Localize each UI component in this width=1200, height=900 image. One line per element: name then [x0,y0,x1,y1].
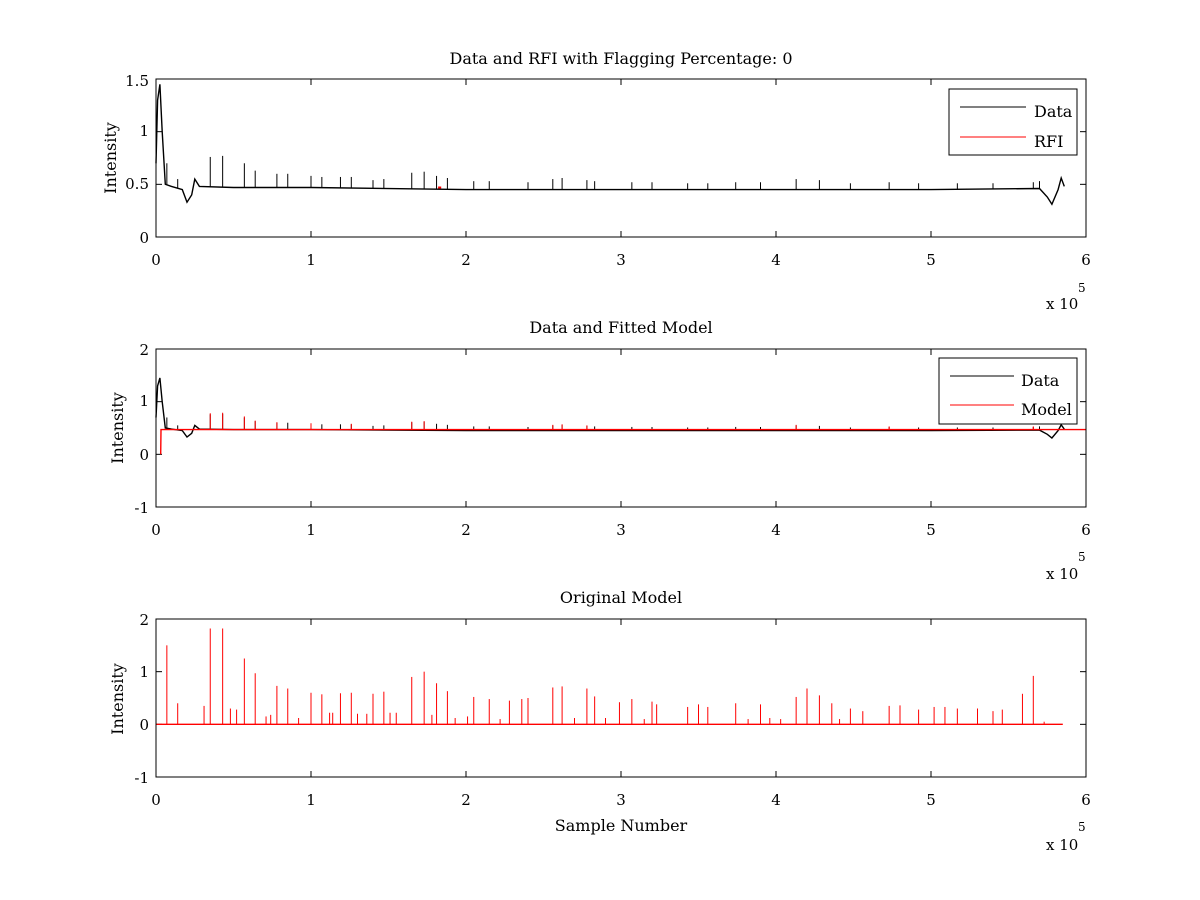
panel-3-xtick-label: 1 [306,791,316,809]
panel-2-xtick-label: 5 [926,521,936,539]
panel-2-ylabel: Intensity [108,392,127,464]
panel-2-ytick-label: 0 [139,446,149,464]
panel-1-legend: Data RFI [948,88,1078,156]
panel-3-xtick-label: 3 [616,791,626,809]
panel-1-exponent-power: 5 [1078,281,1086,295]
panel-3-xtick-label: 4 [771,791,781,809]
panel-3-ytick-label: 0 [139,716,149,734]
panel-3-xtick-label: 5 [926,791,936,809]
panel-1-ylabel: Intensity [101,122,120,194]
panel-3-exponent-power: 5 [1078,820,1086,834]
panel-1-xtick-label: 2 [461,251,471,269]
panel-1-axes-box [155,78,1087,238]
panel-3-title: Original Model [560,588,682,607]
panel-3-xtick-label: 2 [461,791,471,809]
panel-1-ytick-label: 0.5 [125,175,149,193]
panel-1-plot-area [155,84,1065,206]
panel-1-xtick-label: 4 [771,251,781,269]
panel-3-exponent-label: x 10 [1046,836,1078,854]
panel-1-title: Data and RFI with Flagging Percentage: 0 [449,49,792,68]
panel-1-ytick-label: 1 [139,122,149,140]
panel-1-xtick-label: 0 [151,251,161,269]
panel-3-ytick-label: 1 [139,663,149,681]
panel-1-legend-label-rfi: RFI [1034,132,1063,151]
panel-2-title: Data and Fitted Model [529,318,712,337]
panel-1-xtick-label: 3 [616,251,626,269]
panel-2-xtick-label: 1 [306,521,316,539]
panel-2-ytick-label: 2 [139,341,149,359]
panel-1-exponent-label: x 10 [1046,295,1078,313]
panel-2-xtick-label: 3 [616,521,626,539]
series-model-line [160,428,1086,455]
panel-2-exponent-label: x 10 [1046,565,1078,583]
panel-2-xtick-label: 2 [461,521,471,539]
panel-2-exponent-power: 5 [1078,550,1086,564]
panel-2-axes-box [155,348,1087,508]
panel-3-plot-area [156,628,1063,725]
panel-3: Original Model Intensity Sample Number 0… [108,588,1091,854]
panel-2: Data and Fitted Model Intensity 0 1 2 3 … [108,318,1091,583]
panel-2-ytick-label: -1 [134,499,149,517]
panel-1-xtick-label: 1 [306,251,316,269]
panel-1-tick-labels: 0 1 2 3 4 5 6 0 0.5 1 1.5 [125,72,1091,269]
panel-1-legend-box [948,88,1078,156]
panel-2-xtick-label: 6 [1081,521,1091,539]
panel-2-ytick-label: 1 [139,392,149,410]
series-data-line [155,84,1065,206]
panel-3-ytick-label: 2 [139,611,149,629]
panel-3-ylabel: Intensity [108,663,127,735]
panel-3-tick-labels: 0 1 2 3 4 5 6 -1 0 1 2 [134,611,1090,809]
panel-1-legend-label-data: Data [1034,102,1073,121]
panel-2-tick-labels: 0 1 2 3 4 5 6 -1 0 1 2 [134,341,1090,539]
panel-2-plot-area [155,377,1086,455]
panel-1: Data and RFI with Flagging Percentage: 0… [101,49,1091,313]
panel-2-xtick-label: 0 [151,521,161,539]
panel-2-legend-label-data: Data [1021,371,1060,390]
panel-3-axes-box [155,618,1087,778]
panel-1-ytick-label: 1.5 [125,72,149,90]
panel-2-xtick-label: 4 [771,521,781,539]
panel-2-legend-label-model: Model [1021,400,1072,419]
panel-3-xtick-label: 0 [151,791,161,809]
panel-2-legend-box [938,357,1078,425]
panel-2-legend: Data Model [938,357,1078,425]
panel-3-ytick-label: -1 [134,769,149,787]
panel-1-ytick-label: 0 [139,229,149,247]
panel-1-xtick-label: 5 [926,251,936,269]
panel-3-xlabel: Sample Number [555,816,688,835]
panel-3-xtick-label: 6 [1081,791,1091,809]
panel-1-xtick-label: 6 [1081,251,1091,269]
